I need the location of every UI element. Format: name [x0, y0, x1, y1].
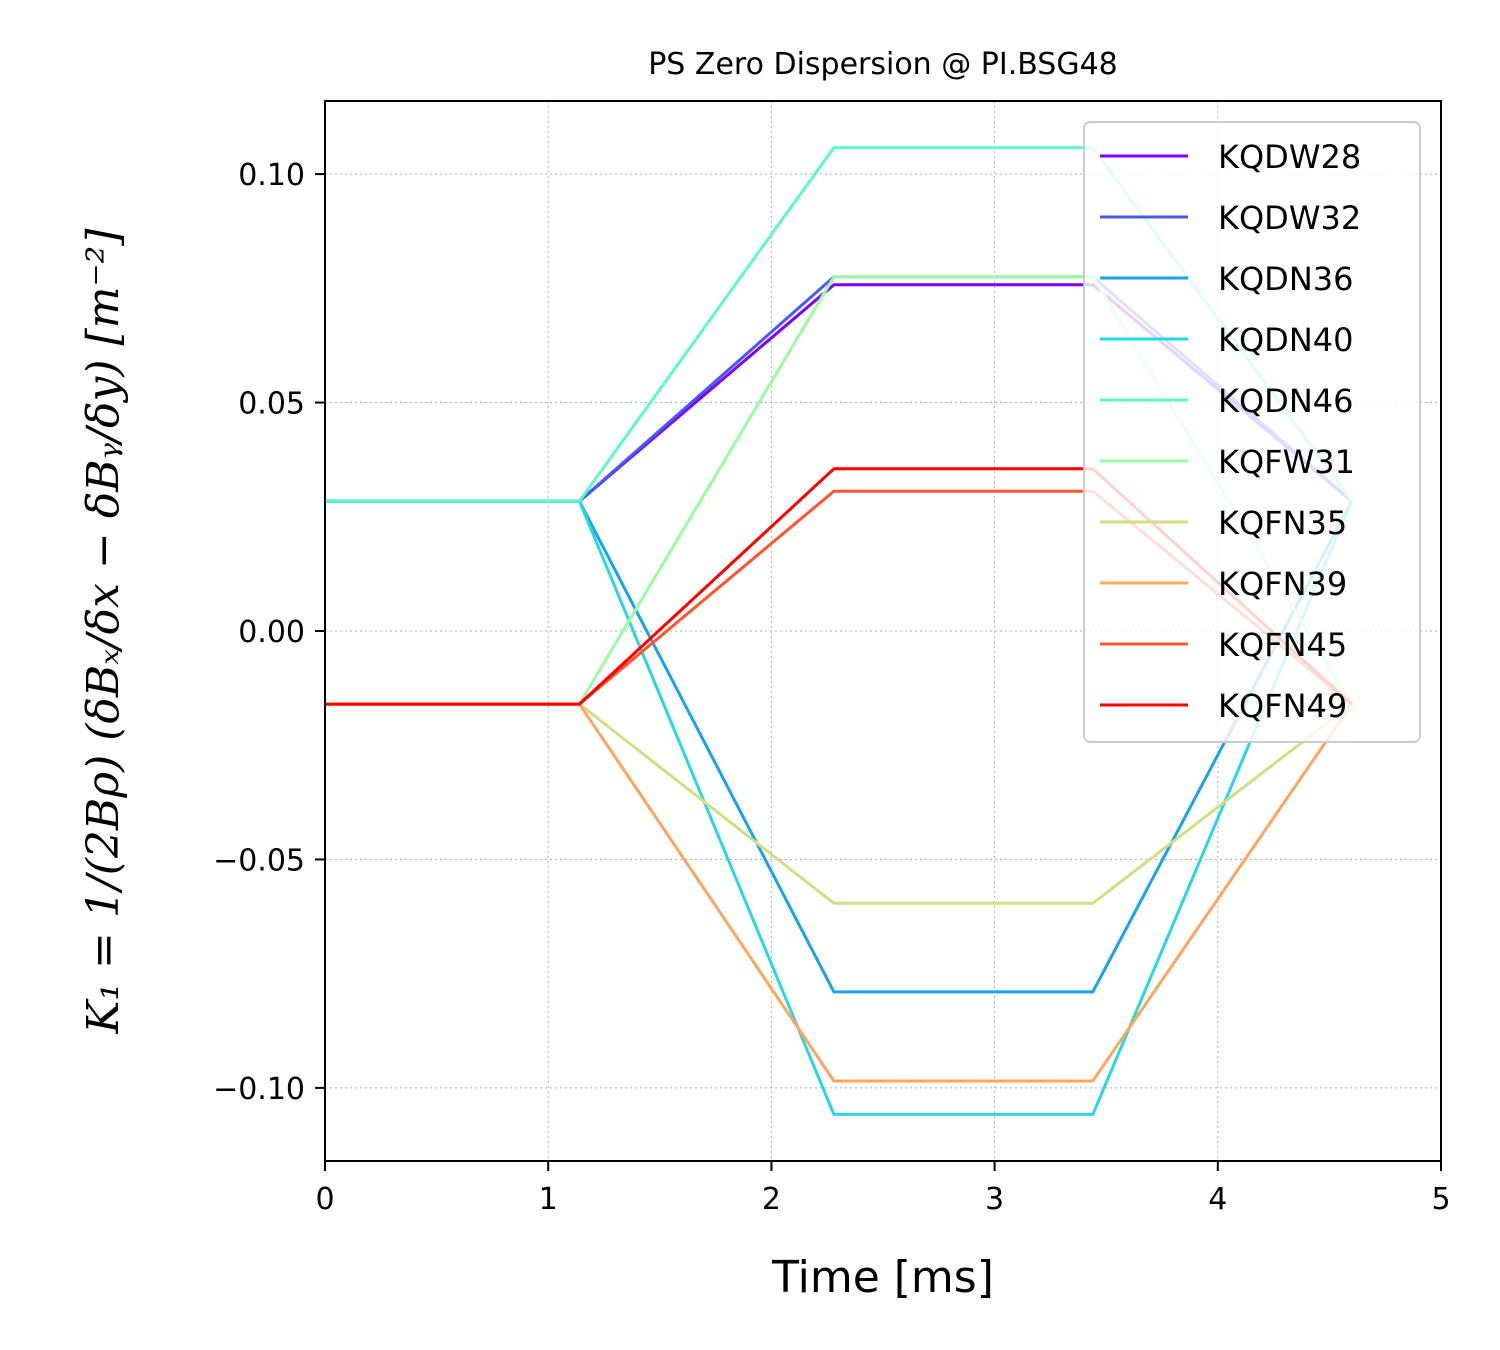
- x-axis-ticks: 0 1 2 3 4 5: [315, 1161, 1451, 1217]
- y-tick-label: 0.10: [238, 158, 305, 193]
- x-tick-label: 1: [539, 1182, 558, 1217]
- y-axis-ticks: 0.10 0.05 0.00 −0.05 −0.10: [213, 158, 325, 1107]
- y-tick-label: 0.05: [238, 387, 305, 422]
- y-tick-label: 0.00: [238, 615, 305, 650]
- legend-label-kqfn49: KQFN49: [1218, 687, 1347, 725]
- legend-label-kqdn46: KQDN46: [1218, 382, 1353, 420]
- y-tick-label: −0.10: [213, 1072, 305, 1107]
- legend-label-kqdw28: KQDW28: [1218, 138, 1361, 176]
- x-tick-label: 3: [985, 1182, 1004, 1217]
- legend-label-kqfn45: KQFN45: [1218, 626, 1347, 664]
- x-tick-label: 4: [1208, 1182, 1227, 1217]
- legend-label-kqfw31: KQFW31: [1218, 443, 1355, 481]
- chart-title: PS Zero Dispersion @ PI.BSG48: [648, 47, 1118, 82]
- y-axis-label: K₁ = 1/(2Bρ) (δBₓ/δx − δBᵧ/δy) [m⁻²]: [78, 228, 129, 1035]
- legend-label-kqfn35: KQFN35: [1218, 504, 1347, 542]
- legend-label-kqdw32: KQDW32: [1218, 199, 1361, 237]
- x-tick-label: 5: [1431, 1182, 1450, 1217]
- legend-label-kqdn40: KQDN40: [1218, 321, 1353, 359]
- x-axis-label: Time [ms]: [771, 1252, 994, 1303]
- legend: KQDW28 KQDW32 KQDN36 KQDN40 KQDN46 KQFW31 KQFN…: [1083, 121, 1421, 743]
- y-tick-label: −0.05: [213, 843, 305, 878]
- legend-label-kqdn36: KQDN36: [1218, 260, 1353, 298]
- legend-label-kqfn39: KQFN39: [1218, 565, 1347, 603]
- x-tick-label: 2: [762, 1182, 781, 1217]
- x-tick-label: 0: [315, 1182, 334, 1217]
